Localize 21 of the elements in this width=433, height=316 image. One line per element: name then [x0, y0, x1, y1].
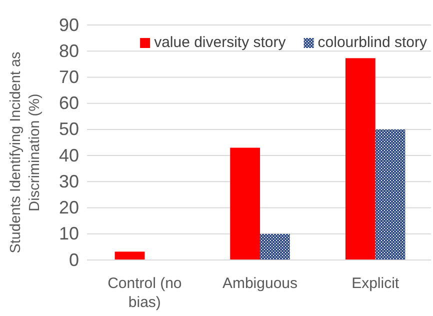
y-tick-label: 0 [68, 250, 79, 270]
x-tick-label: Control (no bias) [108, 275, 182, 311]
y-axis-title: Students Identifying Incident as Discrimination (%) [8, 52, 43, 254]
y-tick-label: 70 [58, 66, 79, 87]
x-tick-label: Explicit [352, 275, 400, 292]
y-tick-label: 10 [58, 224, 79, 244]
y-tick-label: 50 [58, 119, 79, 140]
legend-label: value diversity story [154, 34, 286, 51]
bar [230, 148, 260, 260]
bar [375, 129, 406, 260]
bar [114, 252, 145, 260]
x-tick-label: Ambiguous [222, 275, 298, 292]
y-tick-label: 20 [58, 198, 79, 218]
y-tick-label: 90 [58, 14, 79, 35]
bar [260, 234, 290, 260]
y-tick-label: 80 [58, 40, 79, 61]
y-tick-label: 40 [58, 145, 79, 166]
y-tick-label: 60 [58, 93, 79, 114]
bar [345, 58, 376, 260]
y-tick-label: 30 [58, 171, 79, 192]
legend-label: colourblind story [318, 34, 428, 51]
